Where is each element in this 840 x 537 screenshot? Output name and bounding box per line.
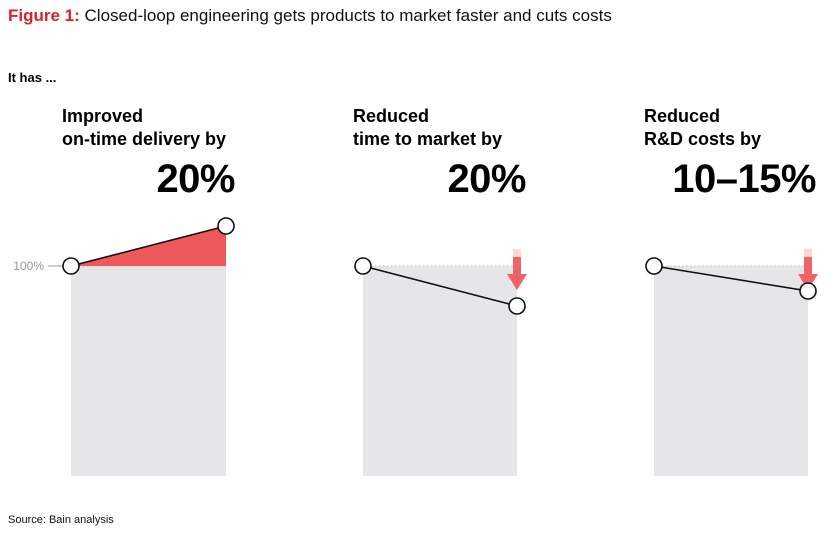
figure-title-text: Closed-loop engineering gets products to… xyxy=(84,6,612,25)
panel-2-arrow-head xyxy=(507,274,527,290)
intro-text: It has ... xyxy=(8,70,57,85)
panel-3-heading-line1: Reduced xyxy=(644,106,721,126)
panel-2-start-point xyxy=(354,257,372,275)
panel-2-value: 20% xyxy=(447,157,526,201)
panel-1-value: 20% xyxy=(156,157,235,201)
panel-3-value: 10–15% xyxy=(672,157,816,201)
panel-1-start-point xyxy=(62,257,80,275)
panel-2-end-point xyxy=(508,297,526,315)
panel-3-start-point xyxy=(645,257,663,275)
panel-1-heading-line1: Improved xyxy=(62,106,144,126)
panel-1-background xyxy=(71,266,226,476)
figure-title: Figure 1: Closed-loop engineering gets p… xyxy=(8,6,612,26)
panel-1-trend-line xyxy=(70,225,227,267)
panel-3-end-point xyxy=(799,282,817,300)
panel-2-heading-line2: time to market by xyxy=(353,129,503,149)
panel-2-heading: Reduced time to market by xyxy=(353,105,502,151)
panel-2-heading-line1: Reduced xyxy=(353,106,430,126)
panel-2-trend-line xyxy=(362,265,518,307)
panel-3-trend-line xyxy=(653,265,809,292)
panel-3-heading: Reduced R&D costs by xyxy=(644,105,761,151)
panel-3-arrow-head xyxy=(798,274,818,290)
panel-3-background xyxy=(654,266,808,476)
panel-1-heading-line2: on-time delivery by xyxy=(62,129,227,149)
panel-3-heading-line2: R&D costs by xyxy=(644,129,762,149)
panel-1-heading: Improved on-time delivery by xyxy=(62,105,226,151)
panel-3-arrow-shaft xyxy=(804,257,812,279)
source-note: Source: Bain analysis xyxy=(8,514,114,526)
figure-label: Figure 1: xyxy=(8,6,80,25)
panel-2-background xyxy=(363,266,517,476)
panel-1-end-point xyxy=(217,217,235,235)
panel-2-arrow-shaft xyxy=(513,257,521,279)
reference-label: 100% xyxy=(13,259,44,273)
